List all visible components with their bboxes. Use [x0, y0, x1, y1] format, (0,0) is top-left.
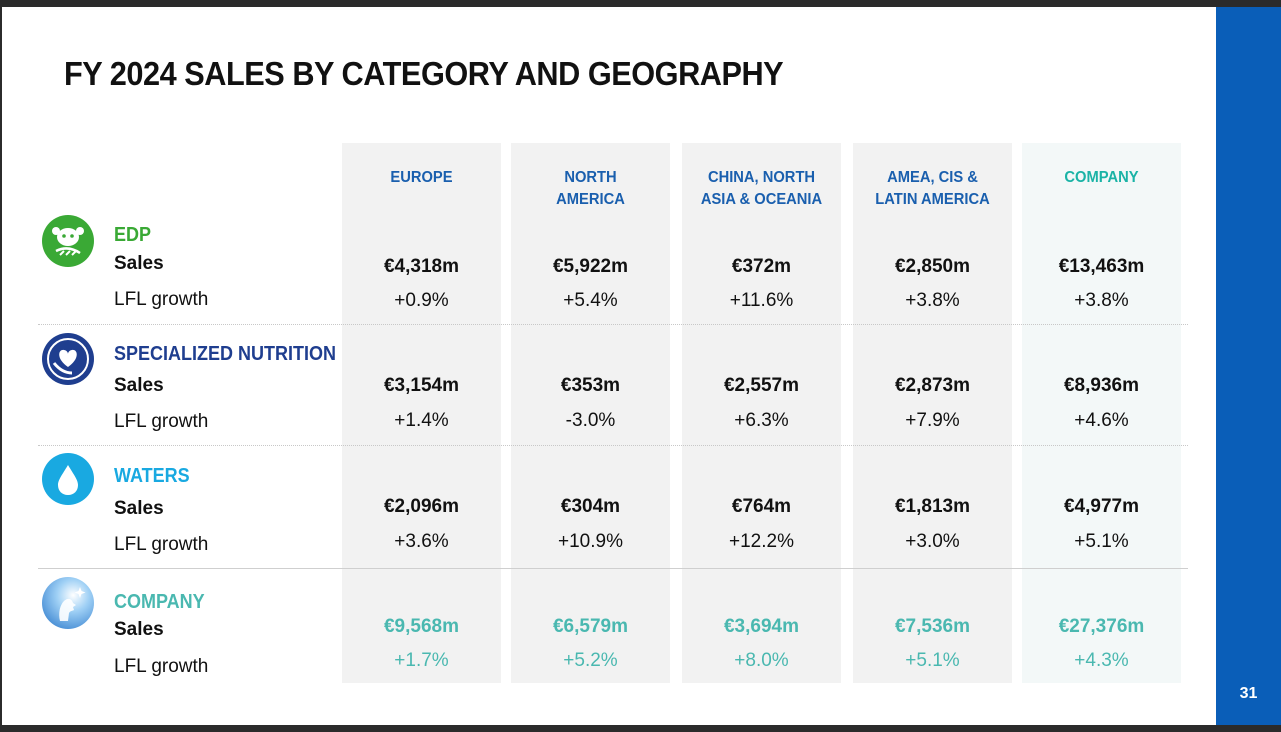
label-sales: Sales [114, 253, 164, 274]
column-header-china: CHINA, NORTH ASIA & OCEANIA [700, 169, 823, 208]
row-divider [38, 324, 1188, 325]
cell-sales: €1,813m [894, 496, 970, 517]
column-header-north-america: NORTH AMERICA [556, 169, 625, 208]
cell-sales: €6,579m [552, 616, 628, 637]
column-header-amea: AMEA, CIS & LATIN AMERICA [875, 169, 990, 208]
cell-sales: €4,977m [1063, 496, 1139, 517]
row-divider [38, 568, 1188, 569]
row-divider [38, 445, 1188, 446]
label-lfl-growth: LFL growth [114, 656, 209, 677]
cell-sales: €8,936m [1063, 375, 1139, 396]
category-title-specialized-nutrition: SPECIALIZED NUTRITION [114, 343, 337, 365]
label-lfl-growth: LFL growth [114, 411, 209, 432]
column-bg-north-america [511, 143, 670, 683]
cow-icon [42, 215, 94, 267]
cell-lfl: +8.0% [734, 650, 789, 671]
cell-lfl: +3.8% [905, 290, 960, 311]
column-header-company: COMPANY [1064, 169, 1139, 186]
cell-sales: €9,568m [383, 616, 459, 637]
cell-lfl: +5.4% [563, 290, 618, 311]
cell-sales: €5,922m [552, 256, 628, 277]
cell-lfl: +12.2% [729, 531, 794, 552]
cell-sales: €13,463m [1058, 256, 1145, 277]
column-bg-china [682, 143, 841, 683]
label-lfl-growth: LFL growth [114, 289, 209, 310]
cell-sales: €2,873m [894, 375, 970, 396]
column-bg-europe [342, 143, 501, 683]
cell-lfl: +3.8% [1074, 290, 1129, 311]
cell-lfl: +4.6% [1074, 410, 1129, 431]
column-bg-amea [853, 143, 1012, 683]
page-title: FY 2024 SALES BY CATEGORY AND GEOGRAPHY [64, 55, 784, 92]
category-title-edp: EDP [114, 224, 152, 246]
cell-sales: €4,318m [383, 256, 459, 277]
cell-sales: €764m [731, 496, 792, 517]
cell-lfl: -3.0% [565, 410, 616, 431]
cell-lfl: +6.3% [734, 410, 789, 431]
brand-sidebar: 31 [1216, 7, 1281, 725]
cell-sales: €27,376m [1058, 616, 1145, 637]
cell-lfl: +3.6% [394, 531, 449, 552]
company-logo-icon [42, 577, 94, 629]
cell-sales: €304m [560, 496, 621, 517]
cell-lfl: +10.9% [558, 531, 623, 552]
cell-sales: €3,154m [383, 375, 459, 396]
water-drop-icon [42, 453, 94, 505]
column-header-europe: EUROPE [390, 169, 453, 186]
cell-lfl: +0.9% [394, 290, 449, 311]
page-number: 31 [1239, 685, 1258, 702]
cell-lfl: +11.6% [729, 290, 794, 311]
cell-sales: €353m [560, 375, 621, 396]
label-sales: Sales [114, 498, 164, 519]
cell-sales: €2,557m [723, 375, 799, 396]
category-title-waters: WATERS [114, 465, 190, 487]
cell-lfl: +7.9% [905, 410, 960, 431]
cell-sales: €2,096m [383, 496, 459, 517]
label-sales: Sales [114, 375, 164, 396]
cell-lfl: +5.1% [905, 650, 960, 671]
heart-hand-icon [42, 333, 94, 385]
category-title-company: COMPANY [114, 591, 205, 613]
cell-lfl: +1.4% [394, 410, 449, 431]
cell-lfl: +4.3% [1074, 650, 1129, 671]
cell-sales: €372m [731, 256, 792, 277]
cell-sales: €7,536m [894, 616, 970, 637]
label-lfl-growth: LFL growth [114, 534, 209, 555]
slide: FY 2024 SALES BY CATEGORY AND GEOGRAPHY … [2, 7, 1216, 725]
cell-lfl: +5.1% [1074, 531, 1129, 552]
cell-sales: €2,850m [894, 256, 970, 277]
cell-sales: €3,694m [723, 616, 799, 637]
column-bg-company [1022, 143, 1181, 683]
cell-lfl: +3.0% [905, 531, 960, 552]
cell-lfl: +1.7% [394, 650, 449, 671]
cell-lfl: +5.2% [563, 650, 618, 671]
label-sales: Sales [114, 619, 164, 640]
